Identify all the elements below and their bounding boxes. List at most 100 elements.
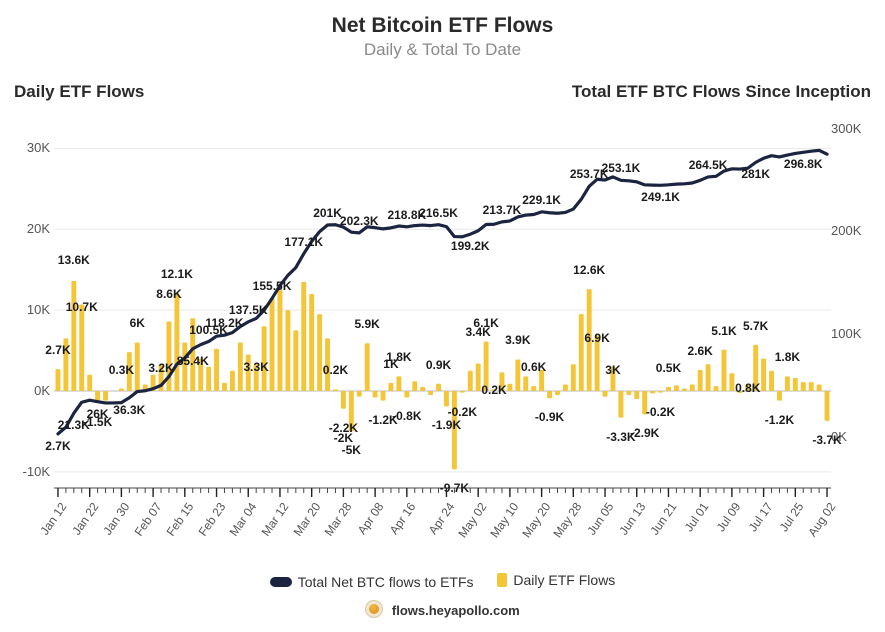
bar	[278, 290, 283, 391]
chart-subtitle: Daily & Total To Date	[0, 40, 885, 60]
left-axis-label: Daily ETF Flows	[14, 82, 144, 102]
bar	[230, 371, 235, 391]
bar	[174, 293, 179, 391]
value-label: 10.7K	[66, 300, 98, 314]
bar	[222, 383, 227, 391]
legend-line-swatch	[270, 577, 292, 587]
x-tick-label: Apr 16	[387, 500, 419, 537]
legend-line: Total Net BTC flows to ETFs	[270, 574, 474, 590]
bar	[301, 282, 306, 391]
x-tick-label: Jun 13	[616, 500, 648, 538]
value-label: -9.7K	[440, 481, 469, 495]
value-label: 3K	[605, 363, 620, 377]
bar	[769, 371, 774, 391]
x-tick-label: Feb 07	[132, 500, 165, 539]
value-label: 0.9K	[426, 358, 451, 372]
left-tick: 10K	[14, 302, 50, 317]
value-label: -3.7K	[812, 433, 841, 447]
bar	[262, 326, 267, 391]
bar	[428, 391, 433, 395]
bar	[396, 376, 401, 391]
bar	[56, 369, 61, 391]
value-label: 137.5K	[229, 303, 268, 317]
bar	[270, 298, 275, 391]
x-tick-label: Aug 02	[805, 500, 838, 539]
x-tick-label: May 10	[487, 500, 521, 540]
x-tick-label: Jan 12	[37, 500, 69, 538]
x-tick-label: Jul 25	[777, 500, 807, 534]
bar	[135, 342, 140, 391]
value-label: 253.1K	[602, 161, 641, 175]
right-tick: 100K	[831, 326, 871, 341]
value-label: 21.3K	[58, 418, 90, 432]
bar	[722, 350, 727, 391]
bar	[285, 310, 290, 391]
bar	[729, 373, 734, 391]
value-label: 5.1K	[711, 324, 736, 338]
bar	[412, 381, 417, 391]
chart-container: Net Bitcoin ETF Flows Daily & Total To D…	[0, 0, 885, 632]
bar	[825, 391, 830, 421]
x-tick-label: May 28	[551, 500, 585, 540]
right-axis-label: Total ETF BTC Flows Since Inception	[572, 82, 871, 102]
x-tick-label: Jun 05	[584, 500, 616, 538]
bar	[119, 389, 124, 391]
value-label: -1.9K	[432, 418, 461, 432]
value-label: 281K	[741, 167, 770, 181]
bar	[634, 391, 639, 399]
bar	[571, 364, 576, 391]
value-label: 0.2K	[481, 383, 506, 397]
bar	[507, 384, 512, 391]
value-label: 0.8K	[735, 381, 760, 395]
bar	[650, 391, 655, 393]
right-tick: 200K	[831, 223, 871, 238]
value-label: 26K	[87, 407, 109, 421]
value-label: 5.7K	[743, 319, 768, 333]
value-label: 296.8K	[784, 157, 823, 171]
bar	[817, 385, 822, 391]
x-tick-label: Mar 28	[322, 500, 355, 539]
value-label: 199.2K	[451, 239, 490, 253]
legend-bar: Daily ETF Flows	[497, 572, 615, 588]
bar	[71, 281, 76, 391]
left-tick: -10K	[14, 464, 50, 479]
bar	[626, 391, 631, 395]
bar	[515, 359, 520, 391]
x-tick-label: Jan 22	[69, 500, 101, 538]
x-tick-label: Jun 21	[648, 500, 680, 538]
bar	[809, 382, 814, 391]
value-label: 249.1K	[641, 190, 680, 204]
x-tick-label: May 20	[519, 500, 553, 540]
x-tick-label: Mar 20	[290, 500, 323, 539]
bar	[238, 342, 243, 391]
value-label: 0.3K	[109, 363, 134, 377]
bar	[698, 370, 703, 391]
bar	[706, 364, 711, 391]
footer-text: flows.heyapollo.com	[392, 603, 520, 618]
bar	[214, 349, 219, 391]
value-label: -1.2K	[765, 413, 794, 427]
legend-bar-swatch	[497, 573, 507, 587]
bar	[341, 391, 346, 409]
bar	[357, 391, 362, 397]
value-label: 12.1K	[161, 267, 193, 281]
bar	[293, 330, 298, 391]
bar	[761, 359, 766, 391]
bar	[87, 375, 92, 391]
x-tick-label: Feb 15	[163, 500, 196, 539]
value-label: 3.3K	[243, 360, 268, 374]
bar	[523, 376, 528, 391]
legend-bar-label: Daily ETF Flows	[513, 572, 615, 588]
bar	[690, 385, 695, 391]
value-label: 1.8K	[386, 350, 411, 364]
value-label: 12.6K	[573, 263, 605, 277]
value-label: 0.6K	[521, 360, 546, 374]
bar	[531, 386, 536, 391]
x-tick-label: Jan 30	[101, 500, 133, 538]
bar	[785, 376, 790, 391]
x-tick-label: Mar 12	[259, 500, 292, 539]
value-label: 155.5K	[253, 279, 292, 293]
value-label: 0.2K	[323, 363, 348, 377]
x-tick-label: Jul 01	[682, 500, 712, 534]
x-tick-label: May 02	[456, 500, 490, 540]
